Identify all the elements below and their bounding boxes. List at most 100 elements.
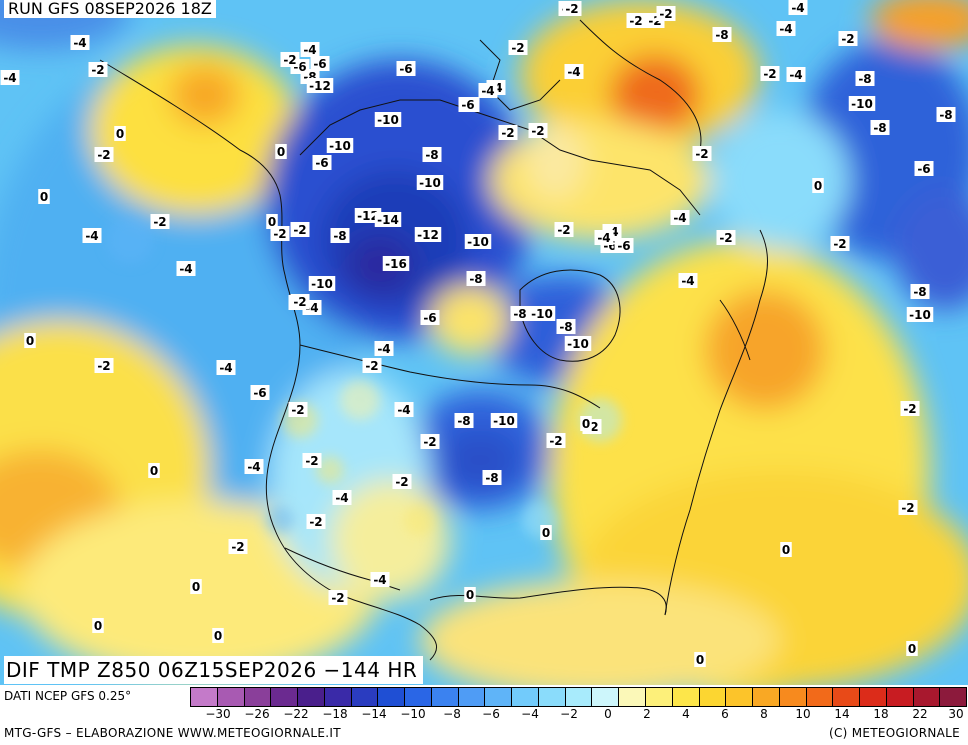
svg-text:-12: -12 [417, 228, 439, 242]
svg-text:-2: -2 [901, 501, 914, 515]
svg-text:-2: -2 [331, 591, 344, 605]
legend-swatch [457, 687, 486, 707]
legend-swatch [404, 687, 432, 707]
svg-text:-10: -10 [311, 277, 333, 291]
legend-swatch [912, 687, 941, 707]
svg-text:-2: -2 [501, 126, 514, 140]
svg-text:-4: -4 [673, 211, 686, 225]
svg-text:-8: -8 [485, 471, 498, 485]
contour-label: -8 [936, 107, 956, 122]
contour-label: 0 [92, 618, 104, 633]
legend-tick-label: −8 [443, 707, 461, 721]
contour-label: -4 [678, 273, 698, 288]
legend-swatch [323, 687, 352, 707]
contour-label: -8 [870, 120, 890, 135]
legend-swatch [778, 687, 807, 707]
contour-label: -8 [910, 284, 930, 299]
contour-label: -10 [528, 306, 556, 321]
contour-label: -2 [838, 31, 858, 46]
contour-label: -6 [614, 238, 634, 253]
contour-label: -16 [382, 256, 410, 271]
svg-text:0: 0 [40, 190, 48, 204]
contour-label: -8 [855, 71, 875, 86]
svg-text:-2: -2 [395, 475, 408, 489]
svg-text:-10: -10 [467, 235, 489, 249]
svg-text:-2: -2 [153, 215, 166, 229]
legend-swatch [216, 687, 245, 707]
contour-label: 0 [148, 463, 160, 478]
svg-text:-8: -8 [559, 320, 572, 334]
svg-text:0: 0 [26, 334, 34, 348]
contour-label: 0 [780, 542, 792, 557]
svg-text:-6: -6 [423, 311, 436, 325]
contour-label: -2 [692, 146, 712, 161]
contour-label: -8 [712, 27, 732, 42]
svg-text:-6: -6 [313, 57, 326, 71]
svg-text:0: 0 [542, 526, 550, 540]
legend-tick-label: 6 [721, 707, 729, 721]
svg-text:-10: -10 [909, 308, 931, 322]
legend-tick-label: −30 [205, 707, 231, 721]
svg-text:-2: -2 [97, 148, 110, 162]
contour-label: -4 [394, 402, 414, 417]
svg-text:-2: -2 [293, 295, 306, 309]
svg-text:-4: -4 [597, 231, 610, 245]
contour-label: -4 [0, 70, 20, 85]
svg-text:-4: -4 [247, 460, 260, 474]
svg-text:-2: -2 [283, 53, 296, 67]
legend-swatch [537, 687, 566, 707]
legend-tick-label: 10 [795, 707, 811, 721]
svg-text:-4: -4 [791, 1, 804, 15]
contour-label: 0 [38, 189, 50, 204]
contour-label: -2 [554, 222, 574, 237]
legend-tick-label: −6 [482, 707, 500, 721]
legend-tick-label: 4 [682, 707, 690, 721]
contour-label: -4 [788, 0, 808, 15]
legend-tick-label: −4 [521, 707, 539, 721]
svg-text:-2: -2 [273, 227, 286, 241]
svg-text:-8: -8 [913, 285, 926, 299]
svg-text:-2: -2 [557, 223, 570, 237]
svg-text:-4: -4 [481, 84, 494, 98]
svg-text:-14: -14 [377, 213, 399, 227]
data-source: DATI NCEP GFS 0.25° [4, 689, 132, 703]
contour-label: -10 [416, 175, 444, 190]
anomaly-field [0, 0, 968, 685]
svg-text:0: 0 [214, 629, 222, 643]
contour-label: -6 [458, 97, 478, 112]
run-title: RUN GFS 08SEP2026 18Z [4, 0, 216, 18]
svg-text:-6: -6 [399, 62, 412, 76]
svg-text:-6: -6 [917, 162, 930, 176]
svg-text:0: 0 [192, 580, 200, 594]
contour-label: -10 [906, 307, 934, 322]
legend-tick-label: −10 [400, 707, 426, 721]
contour-label: -8 [466, 271, 486, 286]
svg-text:-12: -12 [357, 209, 379, 223]
contour-label: -4 [786, 67, 806, 82]
contour-label: -8 [330, 228, 350, 243]
svg-text:0: 0 [696, 653, 704, 667]
color-legend [190, 687, 968, 707]
svg-text:-8: -8 [715, 28, 728, 42]
svg-text:0: 0 [814, 179, 822, 193]
contour-label: -8 [482, 470, 502, 485]
credit-left: MTG-GFS – ELABORAZIONE WWW.METEOGIORNALE… [4, 726, 341, 740]
legend-swatch [350, 687, 379, 707]
contour-label: -10 [490, 413, 518, 428]
contour-label: -2 [898, 500, 918, 515]
legend-swatch [377, 687, 406, 707]
legend-swatch [725, 687, 754, 707]
contour-label: -2 [656, 6, 676, 21]
contour-label: 0 [275, 144, 287, 159]
contour-label: -2 [302, 453, 322, 468]
legend-ticks: −30 −26 −22 −18 −14 −10 −8 −6 −4 −2 0 2 4 6 8 10 14 18 22 3… [190, 707, 966, 725]
svg-text:-6: -6 [461, 98, 474, 112]
contour-label: -2 [290, 222, 310, 237]
contour-label: 0 [190, 579, 202, 594]
legend-tick-label: 22 [912, 707, 928, 721]
legend-swatch [270, 687, 299, 707]
contour-label: -4 [176, 261, 196, 276]
legend-swatch [564, 687, 593, 707]
legend-swatch [885, 687, 914, 707]
svg-text:0: 0 [466, 588, 474, 602]
